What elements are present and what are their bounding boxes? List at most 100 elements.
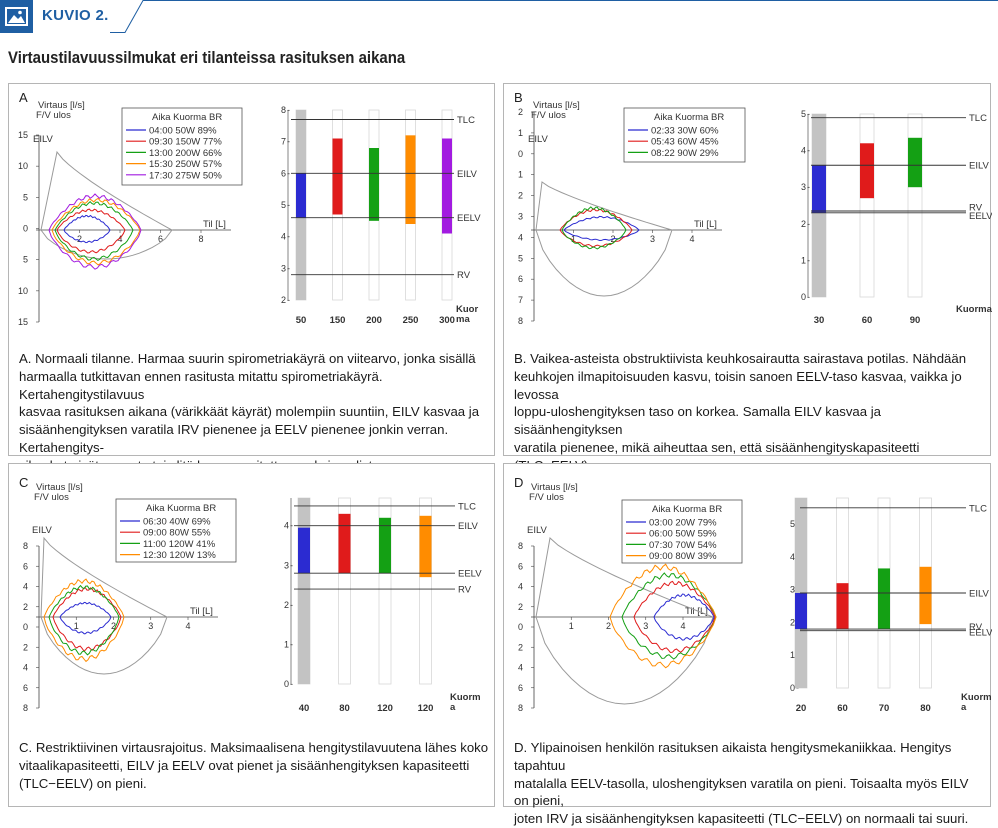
bar-tick-label: 4 <box>790 552 795 562</box>
volume-bar-plot: 2 -3 -4 -5 -6 -7 -8 -50 150 200 250 300TLCEILVEELVR… <box>281 105 481 326</box>
eelv-level-label: EELV <box>457 213 481 224</box>
bar-tick-mark: - <box>287 137 290 147</box>
caption-line: (TLC−EELV) on pieni. <box>19 775 147 791</box>
bar-tick-mark: - <box>807 109 810 119</box>
tidal-volume-bar <box>419 515 432 578</box>
panel-c-letter: C <box>19 475 28 490</box>
legend-entry: 07:30 70W 54% <box>649 540 717 551</box>
caption-line: C. Restriktiivinen virtausrajoitus. Maks… <box>19 740 489 755</box>
bar-tick-mark: - <box>290 521 293 531</box>
bar-tick-label: 2 <box>284 600 289 610</box>
eilv-curve-label: EILV <box>528 134 549 145</box>
panel-c-chart: C Virtaus [l/s]F/V ulos EILV Til [L] 8 6 4 2 0 2 4… <box>19 475 482 714</box>
volume-tick-label: 6 <box>158 234 163 244</box>
bar-category-label: 250 <box>403 315 419 326</box>
bar-tick-label: 0 <box>801 292 806 302</box>
eilv-curve-label: EILV <box>32 525 53 536</box>
tidal-loop <box>633 580 716 654</box>
bar-category-label: 40 <box>299 703 310 714</box>
max-flow-volume-curve <box>535 181 673 297</box>
bar-tick-mark: - <box>807 255 810 265</box>
flow-tick-label: 8 <box>518 316 523 326</box>
bar-category-label: 30 <box>814 315 825 326</box>
bar-tick-mark: - <box>287 168 290 178</box>
volume-tick-label: 4 <box>117 234 122 244</box>
caption-line: vitaalikapasiteetti, EILV ja EELV ovat p… <box>19 757 470 773</box>
bar-category-label: 120 <box>377 703 393 714</box>
legend-header: Aika Kuorma BR <box>654 112 724 123</box>
bar-column <box>859 113 875 298</box>
flow-tick-label: 2 <box>518 191 523 201</box>
volume-tick-label: 4 <box>185 621 190 631</box>
tidal-volume-bar <box>369 148 379 221</box>
tidal-volume-bar <box>298 527 310 574</box>
bar-tick-mark: - <box>807 146 810 156</box>
bar-tick-mark: - <box>290 600 293 610</box>
volume-tick-label: 8 <box>198 234 203 244</box>
flow-tick-label: 0 <box>518 149 523 159</box>
flow-tick-label: 5 <box>23 255 28 265</box>
flow-tick-label: 0 <box>518 622 523 632</box>
tidal-loop <box>563 215 640 242</box>
volume-tick-label: 3 <box>643 621 648 631</box>
load-axis-label: Kuorma <box>956 304 992 315</box>
flow-tick-label: 2 <box>518 107 523 117</box>
legend-entry: 17:30 275W 50% <box>149 170 222 181</box>
legend-header: Aika Kuorma BR <box>652 504 722 515</box>
bar-tick-mark: - <box>807 292 810 302</box>
rv-level-label: RV <box>969 622 983 633</box>
bar-tick-mark: - <box>287 232 290 242</box>
rv-level-label: RV <box>457 270 471 281</box>
legend-header: Aika Kuorma BR <box>146 503 216 514</box>
flow-tick-label: 4 <box>23 582 28 592</box>
panel-b-caption: B. Vaikea-asteista obstruktiivista keuhk… <box>514 350 984 492</box>
legend-entry: 04:00 50W 89% <box>149 126 217 137</box>
eilv-curve-label: EILV <box>33 134 54 145</box>
panel-b-chart: B Virtaus [l/s]F/V ulos EILV Til [L] 2 1 0 1 2 3 4… <box>514 90 992 326</box>
flow-tick-label: 15 <box>18 317 28 327</box>
flow-volume-plot: Virtaus [l/s]F/V ulos EILV Til [L] 2 1 0 1 2 3 4 5… <box>518 100 722 326</box>
flow-tick-label: 2 <box>23 602 28 612</box>
panel-b: B Virtaus [l/s] F/V ulos EILV Til [L] 2 1 0 1 2 3 4… <box>503 83 992 491</box>
flow-tick-label: 15 <box>18 130 28 140</box>
flow-axis-label: Virtaus [l/s] <box>533 100 580 111</box>
tidal-volume-bar <box>908 137 922 188</box>
eilv-level-label: EILV <box>457 169 478 180</box>
flow-tick-label: 6 <box>23 561 28 571</box>
flow-tick-label: 4 <box>518 232 523 242</box>
tidal-loop <box>48 584 120 656</box>
bar-tick-label: 5 <box>281 200 286 210</box>
bar-tick-mark: - <box>290 679 293 689</box>
caption-line: kasvaa rasituksen aikana (värikkäät käyr… <box>19 404 480 420</box>
caption-line: D. Ylipainoisen henkilön rasituksen aika… <box>514 740 952 773</box>
bar-tick-label: 6 <box>281 168 286 178</box>
bar-tick-label: 2 <box>281 295 286 305</box>
tidal-loop <box>653 593 715 641</box>
tidal-volume-bar <box>919 566 932 625</box>
figure-badge-label: KUVIO 2. <box>42 7 109 24</box>
eelv-level-label: EELV <box>969 628 992 639</box>
eilv-curve-label: EILV <box>527 525 548 536</box>
volume-tick-label: 1 <box>569 621 574 631</box>
bar-category-label: 20 <box>796 703 807 714</box>
image-icon <box>5 7 28 26</box>
volume-tick-label: 3 <box>650 234 655 244</box>
tidal-loop <box>52 587 122 652</box>
header-rule <box>110 0 998 33</box>
page-title: Virtaustilavuussilmukat eri tilanteissa … <box>8 48 406 67</box>
tidal-volume-bar <box>379 517 391 574</box>
bar-tick-label: 4 <box>801 146 806 156</box>
flow-axis-label: Virtaus [l/s] <box>36 482 83 493</box>
bar-category-label: 300 <box>439 315 455 326</box>
tidal-loop <box>59 601 112 635</box>
legend-entry: 02:33 30W 60% <box>651 126 719 137</box>
legend: Aika Kuorma BR 04:00 50W 89%09:30 150W 77… <box>121 107 243 186</box>
bar-category-label: 200 <box>366 315 382 326</box>
bar-tick-label: 4 <box>284 521 289 531</box>
legend-entry: 06:30 40W 69% <box>143 517 211 528</box>
tlc-level-label: TLC <box>969 503 987 514</box>
legend-entry: 15:30 250W 57% <box>149 159 222 170</box>
flow-tick-label: 6 <box>518 561 523 571</box>
flow-tick-label: 10 <box>18 286 28 296</box>
